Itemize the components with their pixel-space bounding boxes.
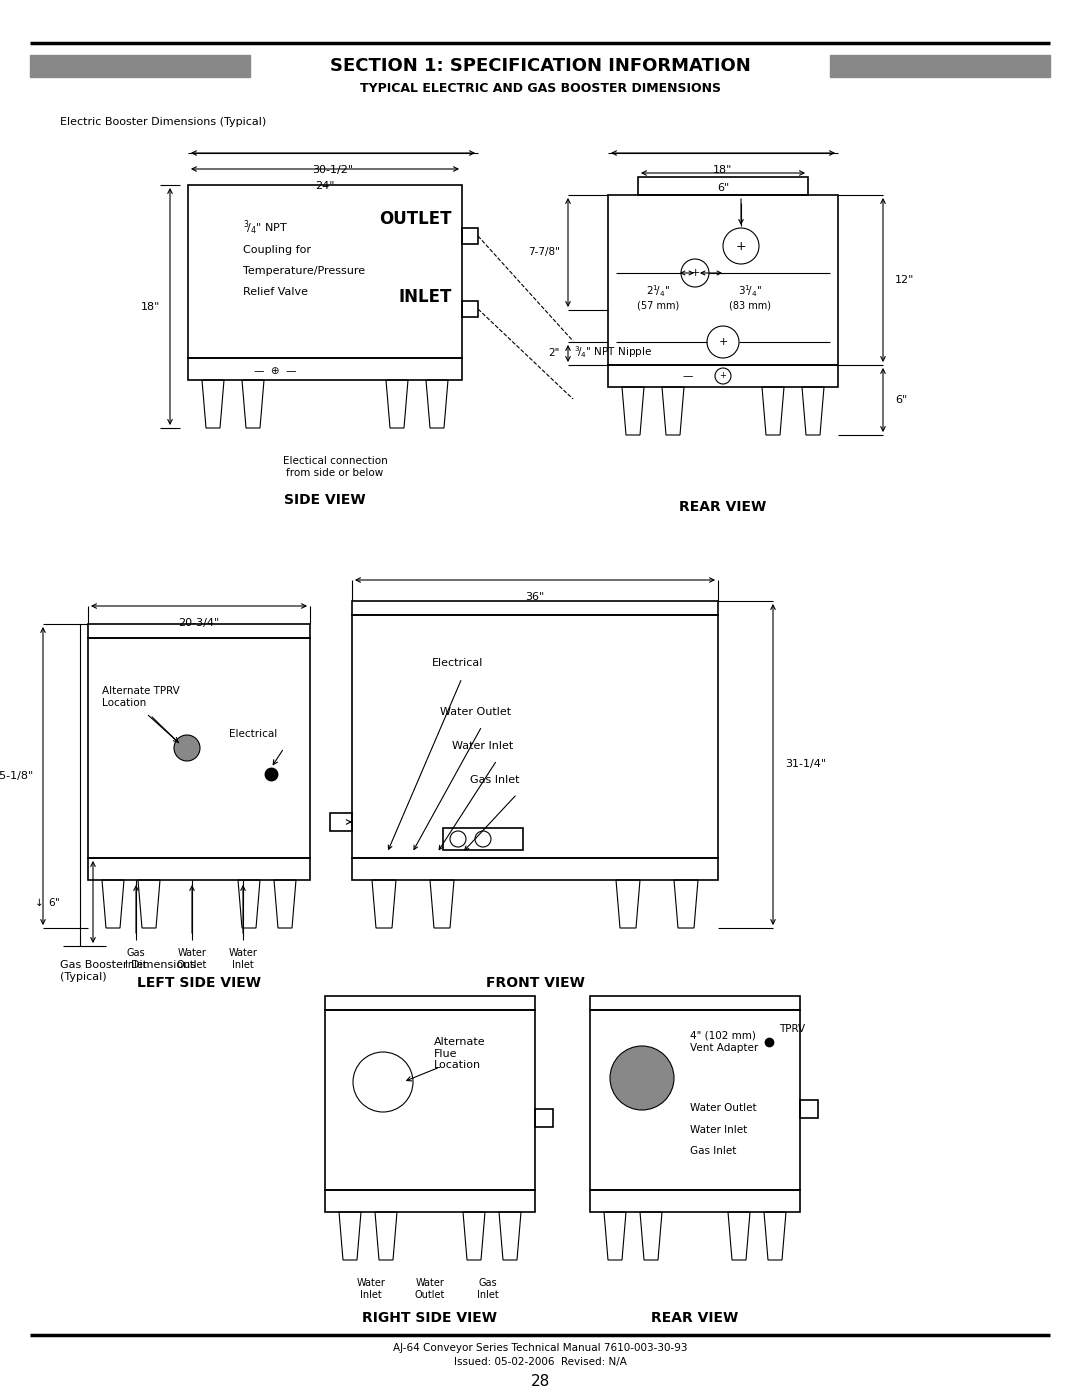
Bar [831, 54, 1050, 77]
Bar [330, 813, 352, 831]
Text: 18": 18" [713, 165, 732, 175]
Bar [608, 365, 838, 387]
Text: Water
Inlet: Water Inlet [356, 1278, 386, 1299]
Bar [352, 601, 718, 615]
Text: Alternate
Flue
Location: Alternate Flue Location [434, 1037, 486, 1070]
Text: 7-7/8": 7-7/8" [528, 247, 561, 257]
Text: Issued: 05-02-2006  Revised: N/A: Issued: 05-02-2006 Revised: N/A [454, 1356, 626, 1368]
Bar [325, 1010, 535, 1190]
Text: TYPICAL ELECTRIC AND GAS BOOSTER DIMENSIONS: TYPICAL ELECTRIC AND GAS BOOSTER DIMENSI… [360, 81, 720, 95]
Bar [590, 1190, 800, 1213]
Text: Electrical: Electrical [432, 658, 484, 668]
Text: Gas Inlet: Gas Inlet [470, 775, 519, 785]
Text: 6": 6" [895, 395, 907, 405]
Text: Electical connection
from side or below: Electical connection from side or below [283, 455, 388, 478]
Text: Relief Valve: Relief Valve [243, 286, 308, 298]
Text: TPRV: TPRV [779, 1024, 805, 1034]
Text: Water
Inlet: Water Inlet [229, 949, 257, 970]
Bar [352, 615, 718, 858]
Circle shape [610, 1046, 674, 1111]
Text: Electrical: Electrical [229, 729, 276, 739]
Text: OUTLET: OUTLET [379, 210, 453, 228]
Bar [30, 54, 249, 77]
Text: 30-1/2": 30-1/2" [312, 165, 353, 175]
Text: INLET: INLET [399, 288, 453, 306]
Text: RIGHT SIDE VIEW: RIGHT SIDE VIEW [363, 1310, 498, 1324]
Text: 25-1/8": 25-1/8" [0, 771, 33, 781]
Bar [87, 858, 310, 880]
Text: (57 mm): (57 mm) [637, 300, 679, 310]
Text: 2$^1\!/_4$": 2$^1\!/_4$" [646, 284, 670, 299]
Bar [638, 177, 808, 196]
Bar [800, 1099, 818, 1118]
Text: 31-1/4": 31-1/4" [785, 760, 826, 770]
Text: Gas Booster Dimensions
(Typical): Gas Booster Dimensions (Typical) [60, 960, 195, 982]
Text: Alternate TPRV
Location: Alternate TPRV Location [102, 686, 179, 708]
Bar [443, 828, 523, 849]
Bar [608, 196, 838, 365]
Text: 4" (102 mm)
Vent Adapter: 4" (102 mm) Vent Adapter [690, 1031, 758, 1052]
Text: Water
Outlet: Water Outlet [415, 1278, 445, 1299]
Text: Coupling for: Coupling for [243, 244, 311, 256]
Text: 24": 24" [315, 182, 335, 191]
Bar [462, 300, 478, 317]
Bar [462, 228, 478, 244]
Text: 6": 6" [717, 183, 729, 193]
Text: SIDE VIEW: SIDE VIEW [284, 493, 366, 507]
Text: 2": 2" [549, 348, 561, 359]
Bar [325, 996, 535, 1010]
Text: Gas Inlet: Gas Inlet [690, 1146, 737, 1155]
Text: SECTION 1: SPECIFICATION INFORMATION: SECTION 1: SPECIFICATION INFORMATION [329, 57, 751, 75]
Bar [535, 1109, 553, 1127]
Text: REAR VIEW: REAR VIEW [679, 500, 767, 514]
Text: LEFT SIDE VIEW: LEFT SIDE VIEW [137, 977, 261, 990]
Text: Gas
Inlet: Gas Inlet [477, 1278, 499, 1299]
Text: Electric Booster Dimensions (Typical): Electric Booster Dimensions (Typical) [60, 117, 267, 127]
Bar [325, 1190, 535, 1213]
Bar [590, 996, 800, 1010]
Text: —  ⊕  —: — ⊕ — [255, 366, 297, 376]
Text: 36": 36" [525, 592, 544, 602]
Text: REAR VIEW: REAR VIEW [651, 1310, 739, 1324]
Text: Gas
Inlet: Gas Inlet [125, 949, 147, 970]
Text: FRONT VIEW: FRONT VIEW [486, 977, 584, 990]
Bar [188, 184, 462, 358]
Circle shape [174, 735, 200, 761]
Text: Water Outlet: Water Outlet [440, 707, 511, 717]
Text: 3$^1\!/_4$": 3$^1\!/_4$" [738, 284, 762, 299]
Bar [590, 1010, 800, 1190]
Text: Water Inlet: Water Inlet [453, 740, 513, 752]
Text: (83 mm): (83 mm) [729, 300, 771, 310]
Bar [352, 858, 718, 880]
Text: —: — [683, 372, 693, 381]
Text: +: + [718, 337, 728, 346]
Text: AJ-64 Conveyor Series Technical Manual 7610-003-30-93: AJ-64 Conveyor Series Technical Manual 7… [393, 1343, 687, 1354]
Text: $^3\!/_4$" NPT: $^3\!/_4$" NPT [243, 219, 288, 237]
Text: 12": 12" [895, 275, 915, 285]
Text: Water Inlet: Water Inlet [690, 1125, 747, 1134]
Text: Temperature/Pressure: Temperature/Pressure [243, 265, 365, 277]
Text: $\downarrow$ 6": $\downarrow$ 6" [31, 897, 60, 908]
Bar [188, 358, 462, 380]
Bar [87, 638, 310, 858]
Text: 20-3/4": 20-3/4" [178, 617, 219, 629]
Text: —: — [729, 268, 741, 278]
Text: $^3\!/_4$" NPT Nipple: $^3\!/_4$" NPT Nipple [573, 344, 652, 360]
Bar [87, 624, 310, 638]
Text: 28: 28 [530, 1375, 550, 1390]
Text: +: + [690, 268, 700, 278]
Text: +: + [735, 239, 746, 253]
Text: +: + [719, 372, 727, 380]
Text: Water Outlet: Water Outlet [690, 1104, 757, 1113]
Text: 18": 18" [140, 302, 160, 312]
Text: Water
Outlet: Water Outlet [177, 949, 207, 970]
